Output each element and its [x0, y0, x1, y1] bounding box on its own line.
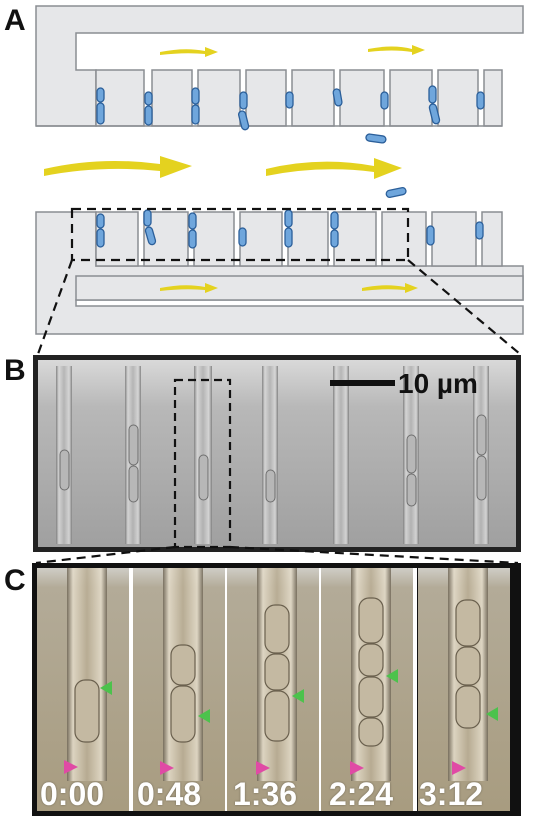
bacterium-cell: [455, 685, 481, 729]
zoom-line-b-left: [35, 545, 176, 565]
bacterium-cell: [358, 717, 384, 747]
zoom-line-b-right: [229, 545, 519, 565]
bottom-trap-row: [95, 211, 503, 267]
panel-label-c: C: [4, 564, 26, 597]
panel-label-a: A: [4, 4, 26, 37]
flow-arrow-main-right: [266, 158, 402, 179]
panel-a-schematic: [35, 5, 524, 355]
green-arrowhead-marker: [198, 709, 210, 723]
green-arrowhead-marker: [486, 707, 498, 721]
panel-c-timelapse: [32, 563, 521, 816]
bacterium-cell: [455, 646, 481, 686]
magenta-arrowhead-marker: [64, 760, 78, 774]
bacteria-cells: [96, 85, 485, 249]
scale-bar-label: 10 µm: [398, 368, 478, 399]
flow-arrows: [44, 45, 425, 293]
timepoint-label: 0:48: [137, 776, 202, 812]
magenta-arrowhead-marker: [452, 761, 466, 775]
zoom-line-a-left: [36, 259, 74, 355]
top-trap-row: [95, 69, 503, 127]
timepoint-label: 0:00: [40, 776, 105, 812]
green-arrowhead-marker: [386, 669, 398, 683]
flow-arrow-top-right: [368, 45, 425, 55]
frame-divider: [129, 568, 133, 811]
scale-bar: [330, 380, 395, 386]
bacterium-cell: [74, 679, 100, 743]
green-arrowhead-marker: [292, 689, 304, 703]
bacterium-cell: [358, 597, 384, 644]
zoom-box-a: [70, 207, 410, 262]
bacterium-cell: [358, 676, 384, 718]
green-arrowhead-marker: [100, 681, 112, 695]
bacterium-cell: [264, 604, 290, 654]
zoom-box-b: [173, 378, 232, 549]
magenta-arrowhead-marker: [256, 761, 270, 775]
magenta-arrowhead-marker: [350, 761, 364, 775]
cells-b: [59, 414, 487, 507]
flow-arrow-top-left: [160, 47, 218, 57]
timepoint-label: 2:24: [329, 776, 394, 812]
bacterium-cell: [358, 643, 384, 677]
timepoint-label: 1:36: [233, 776, 298, 812]
frame-divider: [413, 568, 417, 811]
panel-b-micrograph: [33, 355, 521, 565]
bacterium-cell: [455, 599, 481, 647]
trap-channel: [67, 568, 107, 781]
flow-arrow-bottom-left: [160, 283, 218, 293]
flow-arrow-bottom-right: [362, 283, 418, 293]
bacterium-cell: [170, 644, 196, 686]
panel-label-b: B: [4, 354, 26, 387]
bottom-inner-channel: [75, 275, 524, 301]
magenta-arrowhead-marker: [160, 761, 174, 775]
bacterium-cell: [264, 653, 290, 691]
zoom-line-a-right: [407, 259, 521, 355]
bacterium-cell: [264, 690, 290, 742]
timepoint-label: 3:12: [419, 776, 484, 812]
bacterium-cell: [170, 685, 196, 743]
flow-arrow-main-left: [44, 156, 192, 178]
